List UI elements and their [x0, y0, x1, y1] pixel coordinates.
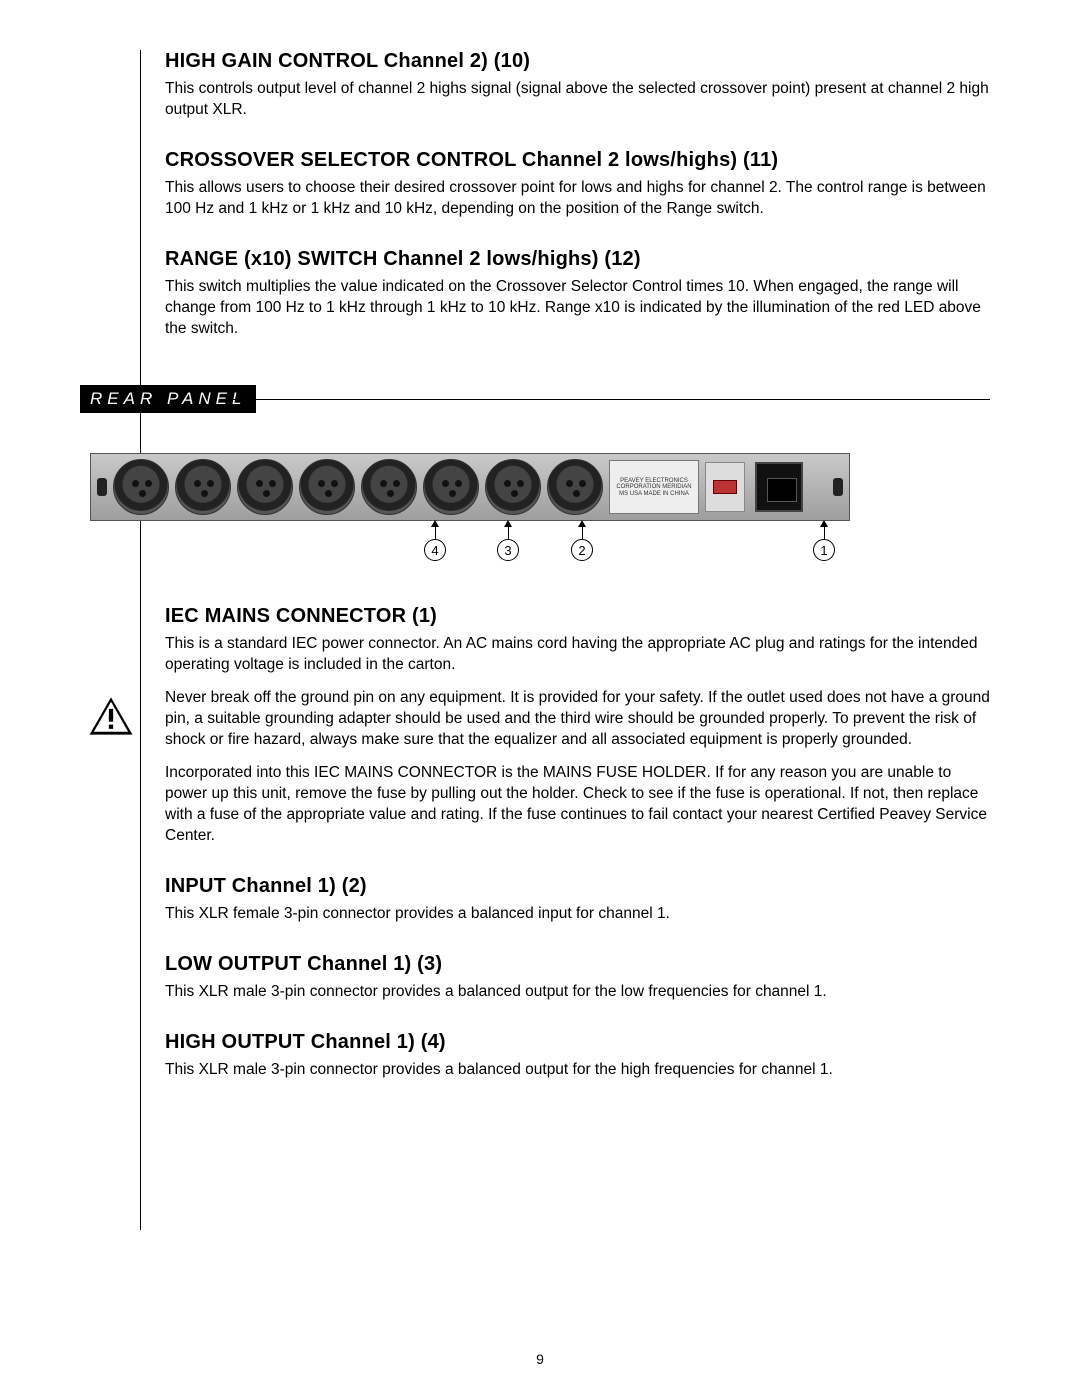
- rear-panel-diagram: PEAVEY ELECTRONICS CORPORATION MERIDIAN …: [90, 453, 990, 565]
- section-paragraph: This allows users to choose their desire…: [165, 178, 990, 220]
- xlr-connector: [175, 459, 231, 515]
- section-body: This allows users to choose their desire…: [165, 178, 990, 220]
- callout-arrow-icon: [508, 525, 509, 539]
- manual-section: INPUT Channel 1) (2) This XLR female 3-pi…: [165, 875, 990, 925]
- rear-panel-rule: [230, 399, 990, 400]
- section-paragraph: This switch multiplies the value indicat…: [165, 277, 990, 340]
- callout-arrow-icon: [824, 525, 825, 539]
- diagram-callout: 3: [497, 525, 519, 561]
- section-paragraph: This XLR male 3-pin connector provides a…: [165, 1060, 990, 1081]
- callout-number: 1: [813, 539, 835, 561]
- voltage-switch: [705, 462, 745, 512]
- xlr-connector: [485, 459, 541, 515]
- section-heading: LOW OUTPUT Channel 1) (3): [165, 953, 990, 976]
- rear-panel-header: REAR PANEL: [90, 385, 990, 413]
- section-paragraph: Never break off the ground pin on any eq…: [165, 688, 990, 751]
- compliance-label-plate: PEAVEY ELECTRONICS CORPORATION MERIDIAN …: [609, 460, 699, 514]
- section-body: This XLR female 3-pin connector provides…: [165, 904, 990, 925]
- diagram-callout: 2: [571, 525, 593, 561]
- section-body: This switch multiplies the value indicat…: [165, 277, 990, 340]
- warning-icon: [88, 696, 134, 741]
- section-paragraph: This XLR female 3-pin connector provides…: [165, 904, 990, 925]
- section-paragraph: This XLR male 3-pin connector provides a…: [165, 982, 990, 1003]
- section-heading: CROSSOVER SELECTOR CONTROL Channel 2 low…: [165, 149, 990, 172]
- manual-section: CROSSOVER SELECTOR CONTROL Channel 2 low…: [165, 149, 990, 220]
- diagram-callout: 1: [813, 525, 835, 561]
- section-body: This XLR male 3-pin connector provides a…: [165, 982, 990, 1003]
- xlr-connector: [237, 459, 293, 515]
- rack-ear-right: [833, 478, 843, 496]
- section-heading: IEC MAINS CONNECTOR (1): [165, 605, 990, 628]
- manual-section: RANGE (x10) SWITCH Channel 2 lows/highs)…: [165, 248, 990, 340]
- manual-section: HIGH GAIN CONTROL Channel 2) (10) This co…: [165, 50, 990, 121]
- xlr-connector: [299, 459, 355, 515]
- section-heading: HIGH OUTPUT Channel 1) (4): [165, 1031, 990, 1054]
- section-body: This is a standard IEC power connector. …: [165, 634, 990, 846]
- xlr-connector: [547, 459, 603, 515]
- xlr-connector: [113, 459, 169, 515]
- rack-unit-illustration: PEAVEY ELECTRONICS CORPORATION MERIDIAN …: [90, 453, 850, 521]
- section-heading: RANGE (x10) SWITCH Channel 2 lows/highs)…: [165, 248, 990, 271]
- callout-number: 2: [571, 539, 593, 561]
- section-heading: INPUT Channel 1) (2): [165, 875, 990, 898]
- diagram-callouts: 4 3 2 1: [90, 525, 850, 565]
- xlr-connector: [361, 459, 417, 515]
- section-paragraph: Incorporated into this IEC MAINS CONNECT…: [165, 763, 990, 847]
- manual-section: LOW OUTPUT Channel 1) (3) This XLR male 3…: [165, 953, 990, 1003]
- callout-number: 3: [497, 539, 519, 561]
- section-paragraph: This is a standard IEC power connector. …: [165, 634, 990, 676]
- page-content: HIGH GAIN CONTROL Channel 2) (10) This co…: [90, 50, 990, 1109]
- section-body: This XLR male 3-pin connector provides a…: [165, 1060, 990, 1081]
- page-number: 9: [0, 1351, 1080, 1367]
- callout-number: 4: [424, 539, 446, 561]
- xlr-connector: [423, 459, 479, 515]
- callout-arrow-icon: [435, 525, 436, 539]
- section-heading: HIGH GAIN CONTROL Channel 2) (10): [165, 50, 990, 73]
- manual-section: IEC MAINS CONNECTOR (1) This is a standar…: [165, 605, 990, 846]
- rack-ear-left: [97, 478, 107, 496]
- section-paragraph: This controls output level of channel 2 …: [165, 79, 990, 121]
- diagram-callout: 4: [424, 525, 446, 561]
- section-body: This controls output level of channel 2 …: [165, 79, 990, 121]
- manual-section: HIGH OUTPUT Channel 1) (4) This XLR male …: [165, 1031, 990, 1081]
- callout-arrow-icon: [582, 525, 583, 539]
- iec-mains-connector-illustration: [755, 462, 803, 512]
